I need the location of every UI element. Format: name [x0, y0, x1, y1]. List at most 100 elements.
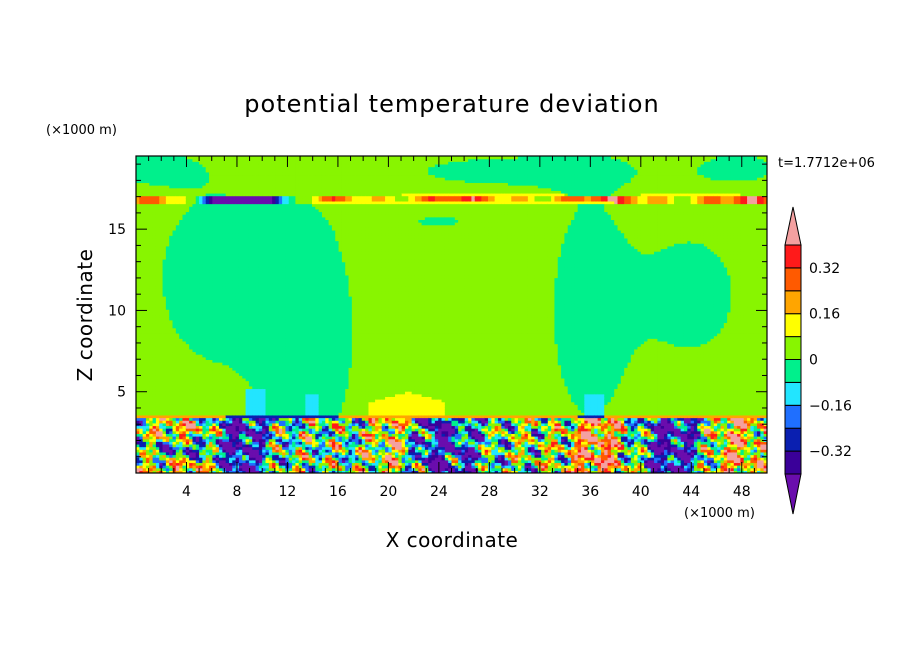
field-cell — [169, 274, 174, 279]
field-cell — [142, 467, 147, 471]
field-cell — [199, 206, 204, 210]
field-cell — [179, 362, 184, 366]
field-cell — [165, 240, 170, 244]
field-cell — [179, 346, 184, 350]
field-cell — [199, 433, 204, 437]
field-cell — [185, 385, 190, 390]
field-cell — [185, 362, 190, 366]
field-cell — [222, 346, 227, 350]
field-cell — [212, 314, 217, 318]
field-cell — [175, 449, 180, 453]
field-cell — [165, 325, 170, 329]
field-cell — [149, 266, 154, 271]
field-cell — [139, 330, 144, 334]
field-cell — [152, 346, 157, 350]
field-cell — [225, 248, 230, 252]
field-cell — [185, 449, 190, 453]
field-cell — [185, 325, 190, 329]
field-cell — [185, 296, 190, 300]
field-cell — [205, 325, 210, 329]
field-cell — [222, 280, 227, 284]
field-cell — [145, 404, 150, 408]
field-cell — [175, 161, 180, 165]
field-cell — [202, 351, 207, 355]
field-cell — [169, 396, 174, 400]
field-cell — [142, 314, 147, 318]
field-cell — [209, 301, 213, 305]
field-cell — [209, 285, 213, 289]
field-cell — [185, 290, 190, 294]
field-cell — [152, 399, 157, 403]
field-cell — [139, 158, 144, 162]
field-cell — [165, 462, 170, 466]
field-cell — [202, 203, 207, 207]
field-cell — [215, 396, 220, 400]
field-cell — [139, 409, 144, 413]
field-cell — [202, 290, 207, 294]
field-cell — [152, 232, 157, 236]
field-cell — [225, 235, 230, 239]
field-cell — [155, 195, 160, 199]
field-cell — [165, 465, 170, 469]
field-cell — [172, 401, 177, 405]
field-cell — [205, 235, 210, 239]
field-cell — [152, 451, 157, 456]
field-cell — [182, 216, 187, 220]
field-cell — [189, 327, 194, 331]
field-cell — [195, 243, 200, 247]
field-cell — [136, 465, 140, 469]
field-cell — [152, 359, 157, 363]
field-cell — [215, 325, 220, 329]
field-cell — [139, 264, 144, 268]
field-cell — [212, 417, 217, 421]
field-cell — [212, 399, 217, 403]
field-cell — [199, 385, 204, 390]
field-cell — [165, 216, 170, 220]
field-cell — [145, 436, 150, 440]
field-cell — [165, 311, 170, 316]
field-cell — [209, 235, 213, 239]
field-cell — [215, 438, 220, 442]
field-cell — [162, 282, 167, 287]
field-cell — [165, 362, 170, 366]
field-cell — [209, 396, 213, 400]
field-cell — [145, 401, 150, 405]
field-cell — [162, 383, 167, 387]
field-cell — [212, 311, 217, 316]
field-cell — [165, 195, 170, 199]
field-cell — [182, 372, 187, 376]
field-cell — [179, 396, 184, 400]
field-cell — [222, 391, 227, 395]
field-cell — [185, 185, 190, 189]
field-cell — [185, 351, 190, 355]
field-cell — [159, 266, 164, 271]
field-cell — [219, 470, 223, 473]
field-cell — [212, 338, 217, 342]
field-cell — [189, 290, 194, 294]
field-cell — [155, 240, 160, 244]
field-cell — [195, 457, 200, 461]
field-cell — [199, 243, 204, 247]
field-cell — [199, 211, 204, 215]
field-cell — [145, 375, 150, 379]
field-cell — [219, 401, 223, 405]
field-cell — [142, 190, 147, 194]
field-cell — [189, 446, 194, 450]
field-cell — [179, 330, 184, 334]
field-cell — [225, 420, 230, 424]
field-cell — [199, 269, 204, 273]
field-cell — [175, 216, 180, 220]
field-cell — [162, 399, 167, 403]
field-cell — [169, 219, 174, 223]
field-cell — [169, 401, 174, 405]
field-cell — [185, 195, 190, 199]
field-cell — [225, 266, 230, 271]
field-cell — [189, 443, 194, 448]
field-cell — [175, 296, 180, 300]
field-cell — [155, 256, 160, 260]
field-cell — [215, 465, 220, 469]
field-cell — [192, 235, 197, 239]
field-cell — [189, 377, 194, 382]
field-cell — [152, 467, 157, 471]
field-cell — [175, 256, 180, 260]
